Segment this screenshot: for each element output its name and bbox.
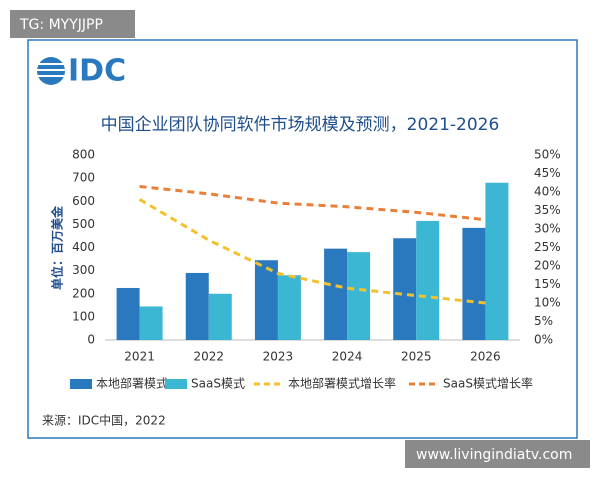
y2-tick-label: 30% <box>534 222 561 236</box>
legend-swatch <box>165 379 187 389</box>
logo: IDC <box>68 54 126 89</box>
bar <box>277 275 301 340</box>
y-tick-label: 500 <box>72 217 95 231</box>
y-tick-label: 600 <box>72 194 95 208</box>
y2-tick-label: 20% <box>534 259 561 273</box>
y2-tick-label: 5% <box>534 314 553 328</box>
line <box>139 184 486 222</box>
y-tick-label: 800 <box>72 148 95 162</box>
y2-tick-label: 0% <box>534 333 553 347</box>
bar <box>254 260 278 340</box>
x-tick-label: 2026 <box>470 350 501 364</box>
x-tick-label: 2024 <box>332 350 363 364</box>
y2-tick-label: 35% <box>534 203 561 217</box>
line <box>138 198 486 305</box>
badge-bg <box>10 10 135 38</box>
y2-tick-label: 50% <box>534 148 561 162</box>
y2-tick-label: 40% <box>534 185 561 199</box>
legend-label: SaaS模式 <box>191 377 245 391</box>
badge: TG: MYYJJPP <box>19 17 103 33</box>
y-tick-label: 100 <box>72 309 95 323</box>
y2-tick-label: 15% <box>534 277 561 291</box>
y2-tick-label: 25% <box>534 240 561 254</box>
source: 来源：IDC中国，2022 <box>42 413 166 428</box>
watermark: www.livingindiatv.com <box>416 447 572 463</box>
bar <box>324 248 348 340</box>
x-tick-label: 2021 <box>124 350 155 364</box>
y-tick-label: 400 <box>72 240 95 254</box>
bar <box>462 227 486 340</box>
y-tick-label: 0 <box>87 333 95 347</box>
bar <box>393 238 417 340</box>
bar <box>139 306 163 340</box>
legend-label: SaaS模式增长率 <box>443 376 533 391</box>
bar <box>347 252 371 340</box>
y-tick-label: 300 <box>72 263 95 277</box>
bar <box>208 293 232 340</box>
legend-swatch <box>70 379 92 389</box>
y2-tick-label: 10% <box>534 296 561 310</box>
x-tick-label: 2023 <box>263 350 294 364</box>
y-tick-label: 700 <box>72 171 95 185</box>
logo-globe <box>36 57 66 85</box>
bar <box>485 182 509 340</box>
legend-label: 本地部署模式增长率 <box>288 376 396 391</box>
x-tick-label: 2022 <box>193 350 224 364</box>
bar <box>416 220 440 340</box>
y-tick-label: 200 <box>72 286 95 300</box>
x-tick-label: 2025 <box>401 350 432 364</box>
y-axis-label: 单位：百万美金 <box>50 205 65 290</box>
watermark-bg <box>405 440 590 468</box>
y2-tick-label: 45% <box>534 166 561 180</box>
legend-label: 本地部署模式 <box>96 376 168 391</box>
bar <box>116 287 140 340</box>
chart-title: 中国企业团队协同软件市场规模及预测，2021-2026 <box>101 115 500 135</box>
bar <box>185 272 209 340</box>
